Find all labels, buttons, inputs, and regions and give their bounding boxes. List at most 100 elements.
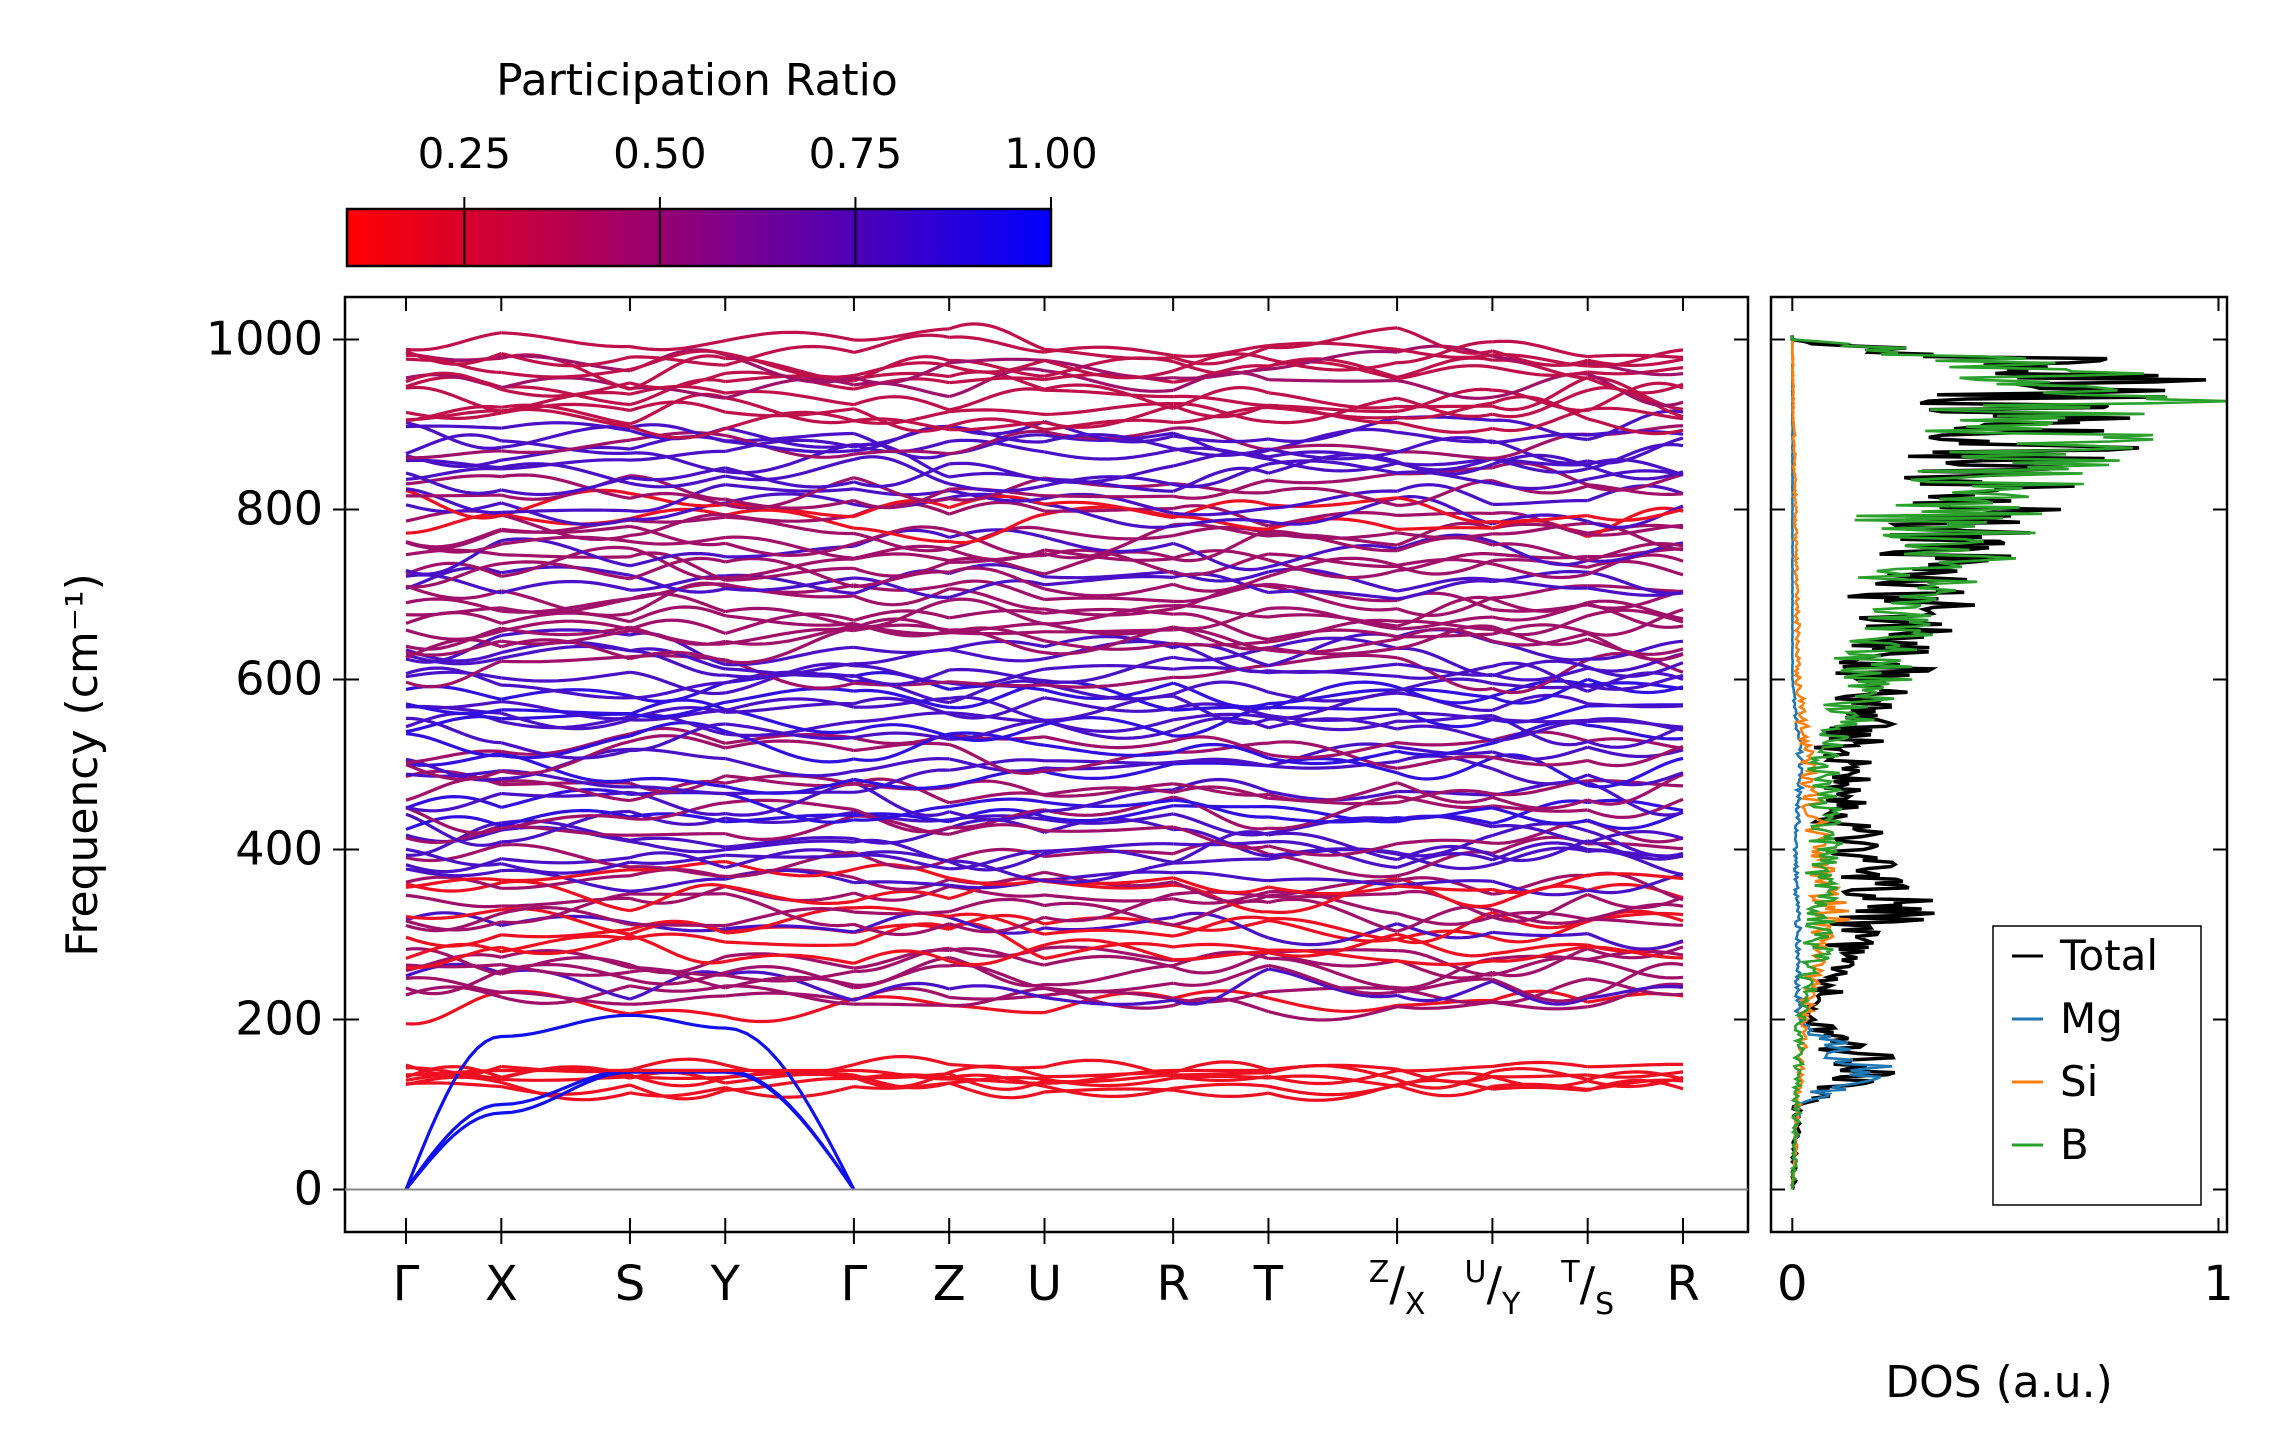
phonon-band	[853, 598, 950, 629]
phonon-band	[1173, 514, 1269, 531]
phonon-band	[948, 947, 1045, 967]
phonon-band	[725, 582, 855, 595]
phonon-band	[501, 968, 631, 1001]
phonon-band	[1396, 724, 1493, 742]
phonon-band	[948, 387, 1045, 412]
phonon-band	[1587, 1075, 1684, 1089]
phonon-band	[1396, 687, 1493, 699]
phonon-band	[1587, 702, 1684, 709]
phonon-band	[629, 1083, 726, 1101]
phonon-band	[629, 722, 726, 753]
phonon-band	[630, 785, 726, 796]
phonon-band	[853, 476, 950, 503]
phonon-band	[853, 777, 950, 805]
phonon-band	[724, 1085, 855, 1099]
phonon-band	[405, 893, 502, 909]
legend-label: B	[2060, 1120, 2089, 1169]
phonon-band	[1044, 812, 1174, 825]
phonon-band	[1397, 450, 1493, 460]
kpoint-label-slash: /	[1389, 1257, 1405, 1311]
phonon-band	[500, 934, 631, 956]
phonon-band	[405, 732, 502, 758]
phonon-band	[1172, 446, 1269, 458]
phonon-band	[1044, 527, 1174, 541]
phonon-band	[1172, 529, 1269, 563]
phonon-band	[949, 420, 1045, 432]
kpoint-label-sup: U	[1465, 1255, 1487, 1290]
phonon-band	[500, 711, 631, 731]
phonon-band	[1397, 615, 1493, 631]
phonon-band	[1492, 514, 1588, 524]
phonon-band	[853, 805, 950, 822]
phonon-band	[1172, 345, 1270, 366]
phonon-band	[1268, 715, 1398, 732]
phonon-band	[1587, 584, 1684, 593]
phonon-band	[1492, 1082, 1588, 1091]
phonon-band	[1173, 827, 1269, 858]
phonon-band	[1396, 457, 1493, 467]
phonon-band	[724, 426, 855, 449]
phonon-band	[1587, 472, 1684, 492]
legend-box	[1992, 925, 2202, 1206]
phonon-band	[1492, 873, 1589, 895]
phonon-band	[949, 630, 1045, 636]
phonon-band	[1492, 562, 1589, 580]
phonon-band	[725, 443, 855, 475]
kpoint-label-slash: /	[1486, 1257, 1502, 1311]
phonon-band	[724, 492, 855, 506]
phonon-band	[1268, 443, 1398, 454]
phonon-band	[1491, 349, 1589, 367]
y-tick-label: 0	[294, 1162, 323, 1216]
phonon-band	[949, 587, 1045, 611]
phonon-band	[725, 884, 855, 906]
phonon-band	[1044, 893, 1174, 903]
phonon-band	[853, 424, 950, 447]
phonon-band	[501, 1075, 631, 1082]
phonon-band	[725, 835, 855, 849]
phonon-band	[405, 449, 502, 460]
phonon-band	[1491, 693, 1589, 712]
phonon-band	[1396, 559, 1493, 576]
phonon-band	[1044, 743, 1174, 758]
phonon-band	[853, 768, 950, 794]
phonon-band	[405, 584, 502, 601]
phonon-band	[853, 949, 950, 965]
phonon-band	[405, 410, 502, 420]
phonon-band	[1396, 707, 1493, 729]
phonon-band	[405, 791, 502, 813]
phonon-band	[501, 473, 631, 500]
phonon-band	[501, 629, 631, 646]
phonon-band	[1587, 507, 1684, 522]
phonon-band	[629, 400, 726, 414]
phonon-band	[1587, 725, 1684, 749]
phonon-band	[725, 969, 855, 983]
colorbar: Participation Ratio 0.25 0.50 0.75 1.00	[345, 55, 1098, 268]
phonon-band	[725, 535, 855, 560]
phonon-band	[1397, 949, 1493, 977]
phonon-band	[1492, 910, 1588, 921]
phonon-band	[853, 499, 950, 519]
phonon-band	[1172, 963, 1269, 987]
phonon-band	[1492, 1073, 1588, 1079]
band-axes-frame	[343, 295, 1750, 1234]
phonon-band	[853, 526, 950, 544]
phonon-band	[1268, 662, 1398, 675]
dos-x-axis-label: DOS (a.u.)	[1885, 1357, 2113, 1408]
phonon-band	[629, 625, 726, 646]
phonon-band	[724, 612, 855, 635]
phonon-band	[725, 924, 855, 934]
phonon-band	[725, 662, 855, 679]
phonon-band	[405, 757, 502, 782]
phonon-band	[1587, 723, 1684, 741]
phonon-band	[1491, 658, 1589, 695]
phonon-band	[1491, 839, 1589, 863]
phonon-band	[1044, 938, 1174, 962]
phonon-band	[1044, 991, 1174, 1015]
phonon-band	[853, 361, 950, 385]
phonon-band	[629, 425, 726, 440]
phonon-band	[1044, 574, 1174, 587]
phonon-band	[629, 809, 726, 827]
phonon-band	[500, 381, 631, 398]
phonon-band	[1044, 548, 1174, 562]
phonon-band	[1397, 526, 1493, 531]
